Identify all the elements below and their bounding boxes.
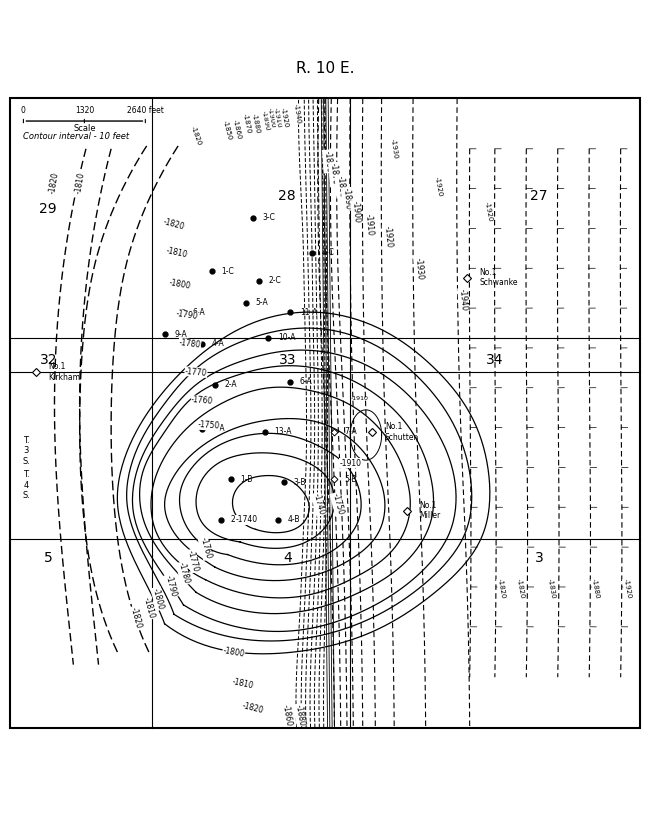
Text: 2640 feet: 2640 feet [127,107,164,116]
Text: -1830: -1830 [547,578,556,600]
Text: 33: 33 [278,353,296,367]
Text: -1930: -1930 [390,138,398,159]
Text: -1750: -1750 [197,420,220,431]
Text: -1910: -1910 [339,458,361,468]
Text: -1820: -1820 [515,578,525,600]
Text: -1880: -1880 [251,113,261,135]
Text: 13-A: 13-A [275,427,292,436]
Text: 28: 28 [278,189,296,203]
Text: -1820: -1820 [162,217,186,231]
Text: 34: 34 [486,353,504,367]
Text: -1820: -1820 [190,126,202,147]
Text: -1880: -1880 [335,175,346,197]
Text: No.1
Schutter: No.1 Schutter [385,422,417,442]
Text: 2-B: 2-B [231,515,243,525]
Text: -1800: -1800 [151,586,166,610]
Text: 32: 32 [40,353,57,367]
Text: -1770: -1770 [186,549,200,572]
Text: -1890: -1890 [342,188,352,211]
Text: 4-C: 4-C [322,248,335,257]
Text: 3-B: 3-B [294,477,306,487]
Text: 4-B: 4-B [287,515,300,525]
Text: 4: 4 [283,551,292,565]
Text: -1810: -1810 [73,172,86,195]
Text: 6-A: 6-A [300,377,313,386]
Text: -1900: -1900 [266,107,276,128]
Text: 7-A: 7-A [344,427,357,436]
Text: No.1
Kirkham: No.1 Kirkham [48,363,80,382]
Text: -1870: -1870 [241,113,252,135]
Text: -1940: -1940 [292,104,301,125]
Text: -1780: -1780 [178,338,202,349]
Text: -1740: -1740 [235,515,257,525]
Text: 1320: 1320 [75,107,94,116]
Text: -1800: -1800 [222,646,246,658]
Text: -1910: -1910 [350,396,369,401]
Text: -1860: -1860 [281,704,294,727]
Text: -1930: -1930 [414,257,425,280]
Text: -1820: -1820 [241,701,265,715]
Text: -1810: -1810 [142,596,156,620]
Text: -1790: -1790 [164,574,178,598]
Text: -1770: -1770 [185,367,207,377]
Text: -1860: -1860 [231,119,242,140]
Text: T.
3
S.: T. 3 S. [22,436,30,466]
Text: 2-C: 2-C [268,277,281,286]
Text: -1790: -1790 [175,310,198,321]
Text: 6-A: 6-A [193,308,205,317]
Text: -1820: -1820 [48,172,61,195]
Text: -1890: -1890 [261,110,270,131]
Text: 5: 5 [44,551,53,565]
Text: -1740: -1740 [311,492,326,516]
Text: 10-A: 10-A [278,333,295,342]
Text: -1780: -1780 [176,562,190,585]
Text: 9-A: 9-A [174,330,187,339]
Text: 4-A: 4-A [212,339,224,349]
Text: -1940: -1940 [458,288,469,311]
Text: -1760: -1760 [191,395,214,406]
Text: 27: 27 [530,189,548,203]
Text: -1900: -1900 [351,200,362,223]
Text: -1920: -1920 [382,225,393,248]
Text: -1880: -1880 [294,704,306,727]
Text: -1910: -1910 [273,107,283,128]
Text: -1850: -1850 [222,119,233,140]
Text: Scale: Scale [73,124,96,133]
Text: -1920: -1920 [434,176,443,197]
Text: 1-A: 1-A [212,425,224,433]
Text: R. 10 E.: R. 10 E. [296,61,354,76]
Text: -1800: -1800 [169,278,192,291]
Text: -1910: -1910 [363,213,374,235]
Text: 0: 0 [21,107,26,116]
Text: -1760: -1760 [198,536,213,560]
Text: No.1
Schwanke: No.1 Schwanke [479,268,517,287]
Text: -1750: -1750 [330,492,344,516]
Text: 2-A: 2-A [224,380,237,389]
Text: No.1
Miller: No.1 Miller [419,501,441,520]
Text: -1860: -1860 [322,150,333,173]
Text: -1820: -1820 [129,605,144,629]
Text: -1920: -1920 [484,202,493,222]
Text: 11-A: 11-A [300,308,317,317]
Text: 5-A: 5-A [256,298,268,307]
Text: -1870: -1870 [329,163,340,185]
Text: 3: 3 [534,551,543,565]
Text: -1810: -1810 [231,676,255,691]
Text: 29: 29 [40,202,57,216]
Text: T.
4
S.: T. 4 S. [22,471,30,501]
Text: -1920: -1920 [280,107,289,128]
Text: 1-C: 1-C [221,267,234,276]
Text: 1-B: 1-B [240,475,252,483]
Text: -1920: -1920 [622,578,632,600]
Text: Contour interval - 10 feet: Contour interval - 10 feet [23,132,129,141]
Text: -1820: -1820 [497,578,506,600]
Text: 3-C: 3-C [262,213,275,222]
Text: -1810: -1810 [166,246,188,259]
Text: 5-B: 5-B [344,475,356,483]
Text: -1880: -1880 [591,578,600,600]
